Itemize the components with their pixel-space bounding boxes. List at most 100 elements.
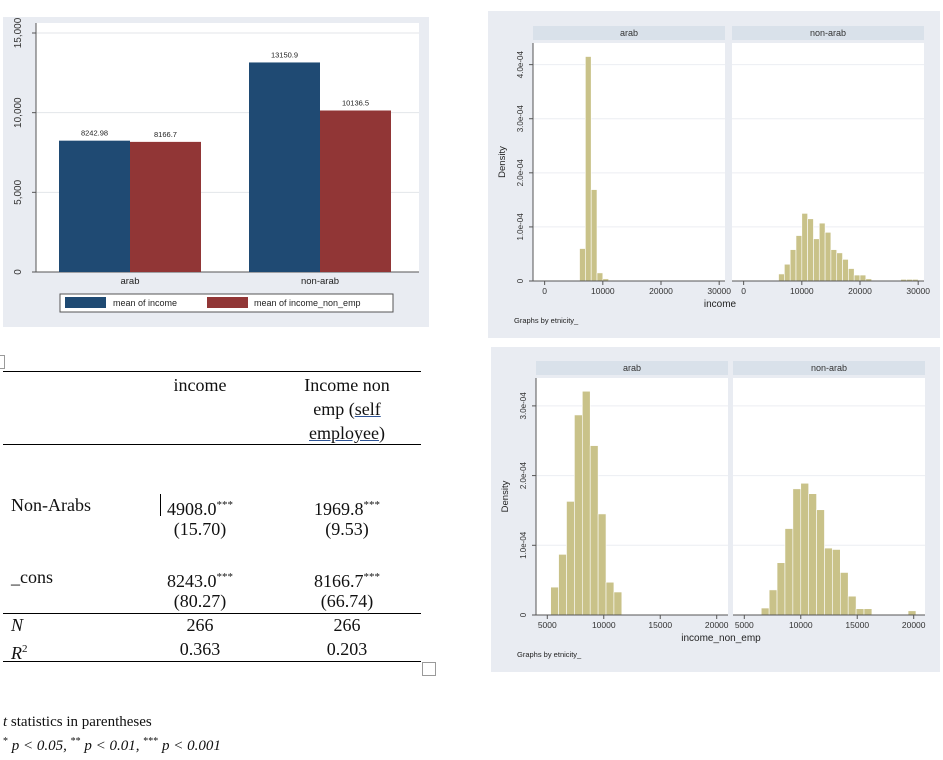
- histogram-bar: [558, 554, 567, 616]
- bar-arab-income: [59, 140, 130, 272]
- histogram-bar: [842, 259, 849, 282]
- n-nonemp[interactable]: 266: [333, 615, 361, 635]
- panel-title: non-arab: [810, 28, 846, 38]
- x-tick-label: 10000: [592, 620, 616, 630]
- x-tick-label: 15000: [648, 620, 672, 630]
- y-tick-label: 10,000: [13, 97, 24, 128]
- histogram-bar: [832, 549, 841, 616]
- y-tick-label: 3.0e-04: [516, 105, 525, 133]
- panel-title: arab: [620, 28, 638, 38]
- cons-nonemp-coef[interactable]: 8166.7***: [314, 571, 380, 591]
- n-income[interactable]: 266: [186, 615, 214, 635]
- x-tick-label: 20000: [649, 286, 673, 296]
- x-tick-label: 5000: [538, 620, 557, 630]
- notes-line-pvalues: * p < 0.05, ** p < 0.01, *** p < 0.001: [3, 736, 221, 754]
- panel-plot-area: [533, 43, 725, 281]
- graphs-by-note: Graphs by etnicity_: [517, 650, 582, 659]
- histogram-bar: [784, 263, 791, 282]
- bar-non-arab-income-non-emp: [320, 110, 391, 273]
- histogram-bar: [605, 581, 615, 616]
- column-header-income-non-emp: Income non emp (self employee): [304, 375, 390, 443]
- histogram-bar: [590, 189, 598, 282]
- table-resize-handle[interactable]: [422, 662, 436, 676]
- panel-title: arab: [623, 363, 641, 373]
- x-tick-label: 20000: [848, 286, 872, 296]
- income-histogram-panel: arab 0 10000 20000 30000 non-arab 0 10000 20000 3…: [488, 11, 940, 338]
- panel-strip: [733, 361, 925, 375]
- column-header-income: income: [173, 375, 227, 395]
- histogram-bar: [613, 591, 623, 616]
- y-tick-label: 3.0e-04: [519, 392, 528, 420]
- y-tick-label: 0: [519, 612, 528, 617]
- row-label-n: N: [11, 615, 24, 635]
- histogram-bar: [596, 272, 604, 282]
- histogram-bar: [836, 252, 843, 282]
- header-rule: [3, 444, 421, 445]
- bar-value-label: 10136.5: [342, 98, 369, 107]
- histogram-bar: [589, 445, 599, 616]
- y-tick-label: 1.0e-04: [516, 213, 525, 241]
- bar-value-label: 8166.7: [154, 130, 177, 139]
- income-non-emp-histogram: arab 5000 10000 15000 20000 non-arab 5000 10000…: [491, 347, 940, 672]
- x-tick-label: 20000: [705, 620, 729, 630]
- histogram-bar: [907, 610, 917, 616]
- histogram-bar: [830, 249, 838, 282]
- histogram-bar: [597, 513, 607, 616]
- cons-nonemp-tstat[interactable]: (66.74): [320, 591, 374, 611]
- non-arabs-nonemp-coef[interactable]: 1969.8***: [314, 499, 380, 519]
- histogram-bar: [818, 222, 826, 282]
- histogram-bar: [863, 608, 873, 616]
- regression-table: income Income non emp (self employee) No…: [0, 355, 440, 760]
- x-tick-label: 10000: [591, 286, 615, 296]
- cons-income-coef[interactable]: 8243.0***: [167, 571, 233, 591]
- panel-strip: [536, 361, 728, 375]
- y-tick-label: 1.0e-04: [519, 531, 528, 559]
- r2-nonemp[interactable]: 0.203: [326, 639, 368, 659]
- x-tick-label: 30000: [906, 286, 930, 296]
- table-move-handle[interactable]: [0, 355, 5, 369]
- bar-non-arab-income: [249, 62, 320, 272]
- histogram-bar: [789, 249, 797, 282]
- histogram-bar: [760, 607, 770, 616]
- histogram-bar: [808, 493, 817, 616]
- histogram-bar: [792, 488, 802, 616]
- histogram-bar: [824, 232, 832, 282]
- bar-value-label: 13150.9: [271, 50, 298, 59]
- y-tick-label: 2.0e-04: [519, 461, 528, 489]
- legend-swatch: [65, 297, 106, 308]
- text-cursor: [160, 494, 161, 516]
- row-label-r2: R2: [11, 643, 28, 663]
- y-axis-title: Density: [497, 146, 508, 178]
- histogram-bar: [574, 414, 583, 616]
- income-non-emp-histogram-panel: arab 5000 10000 15000 20000 non-arab 5000 10000…: [491, 347, 940, 672]
- histogram-bar: [816, 509, 825, 616]
- x-tick-label: 30000: [707, 286, 731, 296]
- r2-income[interactable]: 0.363: [179, 639, 221, 659]
- histogram-bar: [839, 572, 849, 616]
- y-tick-label: 0: [13, 269, 24, 275]
- cons-income-tstat[interactable]: (80.27): [173, 591, 227, 611]
- histogram-bar: [848, 268, 855, 282]
- histogram-bar: [582, 390, 591, 616]
- histogram-bar: [550, 586, 559, 616]
- y-tick-label: 2.0e-04: [516, 159, 525, 187]
- histogram-bar: [807, 218, 814, 282]
- body-rule: [3, 613, 421, 614]
- x-tick-label: 0: [542, 286, 547, 296]
- y-tick-label: 15,000: [13, 17, 24, 48]
- legend-label: mean of income_non_emp: [254, 298, 361, 308]
- histogram-bar: [566, 501, 575, 616]
- panel-strip: [533, 26, 725, 40]
- table-top-rule: [3, 371, 421, 372]
- panel-title: non-arab: [811, 363, 847, 373]
- histogram-bar: [800, 482, 809, 616]
- non-arabs-income-tstat[interactable]: (15.70): [173, 519, 227, 539]
- x-tick-label: 15000: [845, 620, 869, 630]
- non-arabs-income-coef[interactable]: 4908.0***: [167, 499, 233, 519]
- non-arabs-nonemp-tstat[interactable]: (9.53): [325, 519, 369, 539]
- x-axis-title: income: [704, 299, 737, 310]
- histogram-bar: [795, 235, 803, 282]
- histogram-bar: [853, 274, 861, 282]
- x-tick-label: 10000: [789, 620, 813, 630]
- histogram-bar: [784, 528, 794, 616]
